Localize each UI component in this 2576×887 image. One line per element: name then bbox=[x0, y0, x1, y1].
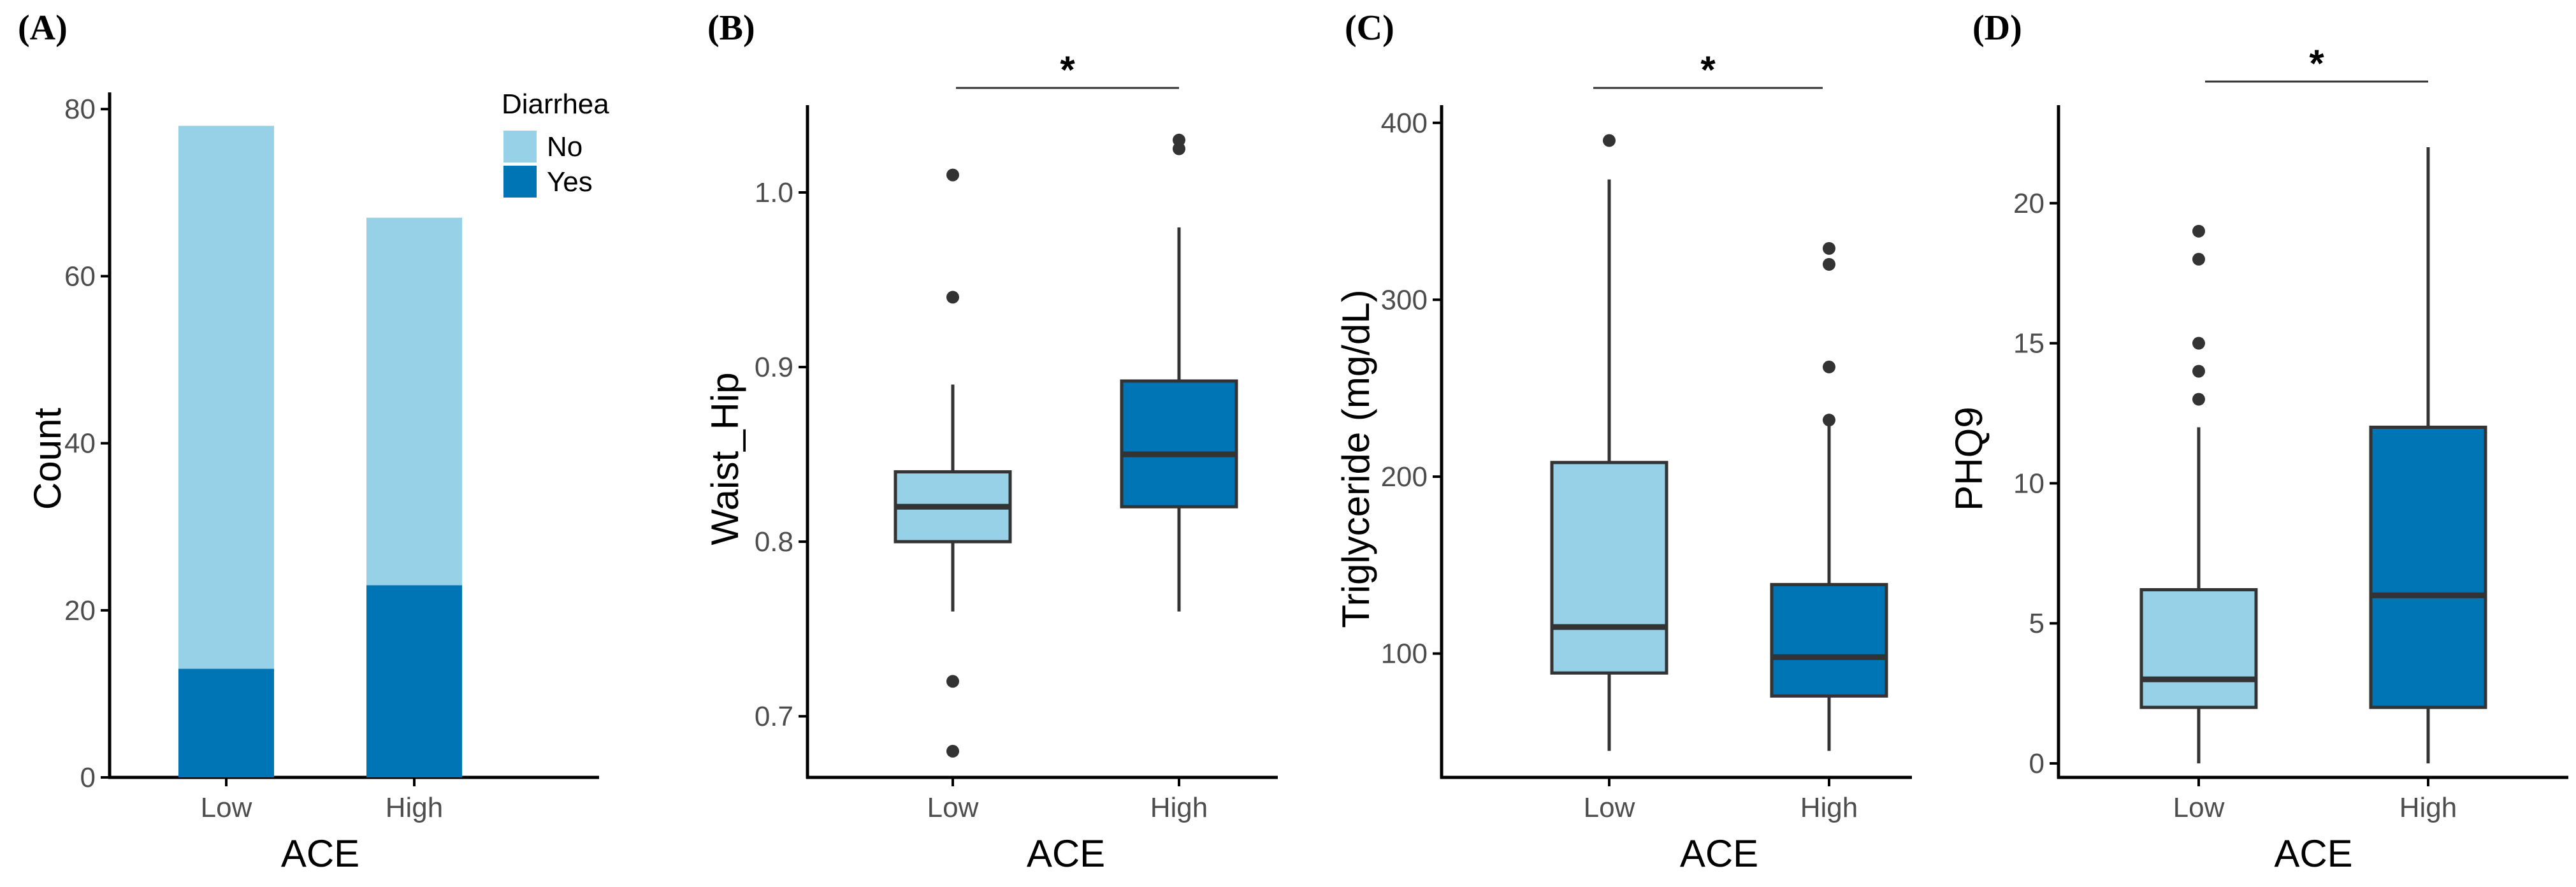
outlier-point-low bbox=[946, 675, 959, 688]
y-tick-label: 15 bbox=[2013, 328, 2044, 359]
x-axis-title: ACE bbox=[281, 832, 359, 875]
outlier-point-high bbox=[1823, 360, 1835, 373]
x-tick-label: Low bbox=[927, 792, 979, 823]
y-axis-title: Count bbox=[26, 408, 69, 510]
outlier-point-low bbox=[2192, 364, 2205, 378]
legend: Diarrhea No Yes bbox=[502, 89, 609, 198]
y-tick-label: 0 bbox=[80, 762, 96, 793]
x-tick-label: Low bbox=[2173, 792, 2225, 823]
legend-title: Diarrhea bbox=[502, 89, 609, 120]
box-high bbox=[1770, 582, 1888, 698]
y-tick-label: 0.8 bbox=[755, 526, 793, 558]
y-tick-label: 80 bbox=[64, 94, 96, 125]
y-tick-label: 100 bbox=[1381, 638, 1428, 670]
legend-label-yes: Yes bbox=[547, 166, 593, 198]
box-low bbox=[1550, 461, 1668, 675]
panel-a: (A) 0 20 40 60 80 Low High ACE Count Diarrhea No Yes bbox=[18, 8, 609, 875]
significance-star: * bbox=[1700, 48, 1716, 91]
significance-star: * bbox=[2309, 42, 2324, 85]
outlier-point-low bbox=[946, 168, 959, 182]
bar-yes-high bbox=[366, 585, 462, 777]
legend-label-no: No bbox=[547, 131, 582, 162]
x-tick-label: Low bbox=[201, 792, 252, 823]
bar-no-low bbox=[178, 126, 274, 669]
box-low bbox=[2139, 588, 2258, 709]
y-tick-label: 0.7 bbox=[755, 701, 793, 732]
outlier-point-high bbox=[1823, 414, 1835, 427]
y-tick-label: 200 bbox=[1381, 461, 1428, 493]
panel-b: (B) 0.7 0.8 0.9 1.0 Low High ACE Waist_Hip * bbox=[704, 8, 1278, 875]
y-tick-label: 1.0 bbox=[755, 177, 793, 208]
panel-c: (C) 100 200 300 400 Low High ACE Triglyceride (m… bbox=[1335, 8, 1912, 875]
y-axis-title: PHQ9 bbox=[1948, 407, 1990, 510]
y-tick-label: 400 bbox=[1381, 108, 1428, 139]
panel-label: (C) bbox=[1345, 8, 1394, 48]
panel-d: (D) 0 5 10 15 20 Low High ACE PHQ9 * bbox=[1948, 8, 2568, 875]
x-tick-label: High bbox=[2399, 792, 2457, 823]
y-tick-label: 5 bbox=[2029, 608, 2044, 639]
x-axis-title: ACE bbox=[1680, 832, 1758, 875]
y-axis-title: Waist_Hip bbox=[704, 372, 746, 545]
outlier-point-low bbox=[946, 744, 959, 758]
panel-label: (D) bbox=[1972, 8, 2022, 48]
outlier-point-low bbox=[2192, 336, 2205, 350]
outlier-point-high bbox=[1823, 257, 1835, 271]
x-tick-label: Low bbox=[1584, 792, 1635, 823]
bar-yes-low bbox=[178, 668, 274, 777]
box-high bbox=[1120, 379, 1238, 508]
x-axis-title: ACE bbox=[1027, 832, 1105, 875]
outlier-point-low bbox=[2192, 224, 2205, 238]
legend-swatch-yes bbox=[503, 166, 537, 198]
y-tick-label: 0 bbox=[2029, 748, 2044, 779]
y-tick-label: 20 bbox=[2013, 188, 2044, 219]
y-tick-label: 0.9 bbox=[755, 352, 793, 383]
bar-no-high bbox=[366, 217, 462, 586]
y-tick-label: 60 bbox=[64, 261, 96, 292]
y-tick-label: 20 bbox=[64, 595, 96, 626]
panel-label: (A) bbox=[18, 8, 68, 48]
y-axis-title: Triglyceride (mg/dL) bbox=[1335, 289, 1377, 628]
legend-swatch-no bbox=[503, 131, 537, 162]
y-tick-label: 300 bbox=[1381, 284, 1428, 315]
x-tick-label: High bbox=[1150, 792, 1208, 823]
box-high bbox=[2369, 426, 2487, 709]
outlier-point-high bbox=[1823, 242, 1835, 255]
y-tick-label: 10 bbox=[2013, 468, 2044, 499]
outlier-point-high bbox=[1173, 142, 1185, 155]
y-tick-label: 40 bbox=[64, 428, 96, 459]
panel-label: (B) bbox=[707, 8, 755, 48]
significance-star: * bbox=[1060, 48, 1075, 91]
outlier-point-low bbox=[1603, 134, 1616, 147]
x-axis-title: ACE bbox=[2274, 832, 2352, 875]
outlier-point-low bbox=[2192, 252, 2205, 266]
outlier-point-low bbox=[2192, 393, 2205, 406]
outlier-point-low bbox=[946, 291, 959, 304]
x-tick-label: High bbox=[1800, 792, 1858, 823]
x-tick-label: High bbox=[386, 792, 444, 823]
outlier-point-high bbox=[1173, 133, 1185, 147]
